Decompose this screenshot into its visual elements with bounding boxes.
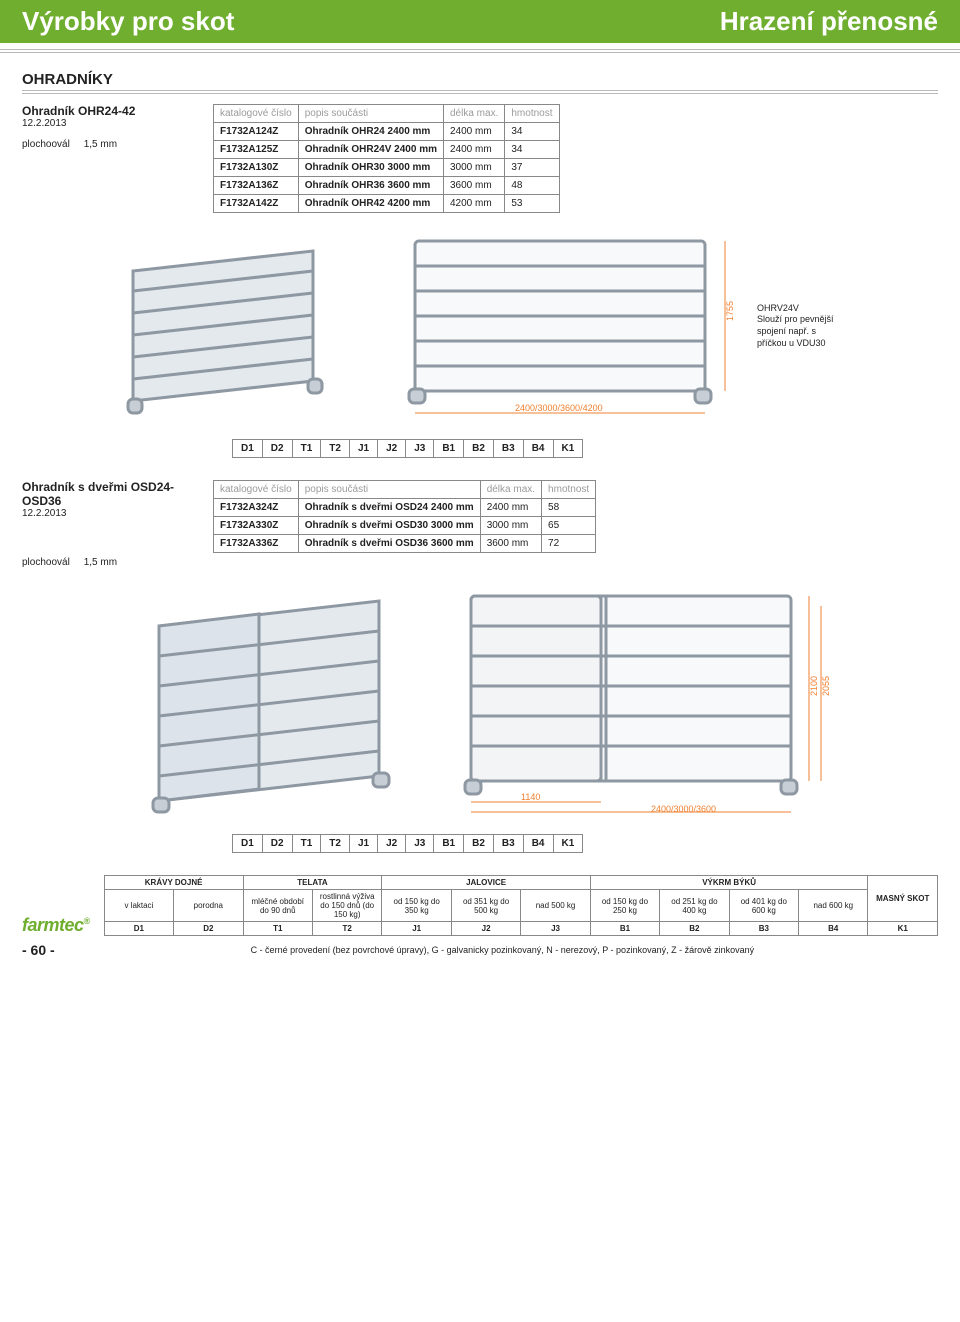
- code-cell: T1: [293, 439, 322, 458]
- table-row: F1732A124ZOhradník OHR24 2400 mm2400 mm3…: [214, 123, 560, 141]
- table-row: F1732A136ZOhradník OHR36 3600 mm3600 mm4…: [214, 177, 560, 195]
- table-row: F1732A324ZOhradník s dveřmi OSD24 2400 m…: [214, 499, 596, 517]
- table-row: F1732A336ZOhradník s dveřmi OSD36 3600 m…: [214, 535, 596, 553]
- spec-2: plochoovál 1,5 mm: [22, 557, 187, 568]
- prod-name-2: Ohradník s dveřmi OSD24-OSD36: [22, 480, 187, 508]
- dim-h-1: 1755: [725, 301, 735, 321]
- figure-row-1: 1755 2400/3000/3600/4200 OHRV24V Slouží …: [22, 231, 938, 421]
- figure-row-2: 2100 2055 1140 2400/3000/3600: [22, 586, 938, 816]
- code-cell: J3: [406, 439, 434, 458]
- code-cell: D2: [263, 439, 293, 458]
- code-cell: T1: [293, 834, 322, 853]
- spec-2-wrap: plochoovál 1,5 mm: [22, 557, 187, 568]
- dim-w-2: 2400/3000/3600: [651, 804, 716, 814]
- footer-codes-row: D1D2T1T2J1J2J3B1B2B3B4K1: [104, 922, 937, 936]
- code-cell: T2: [321, 834, 350, 853]
- footer-table: KRÁVY DOJNÉ TELATA JALOVICE VÝKRM BÝKŮ M…: [104, 875, 938, 936]
- logo: farmtec®: [22, 915, 90, 936]
- prod-name-1: Ohradník OHR24-42: [22, 104, 187, 118]
- code-cell: B3: [494, 439, 524, 458]
- header-right: Hrazení přenosné: [720, 6, 938, 37]
- table-row: F1732A130ZOhradník OHR30 3000 mm3000 mm3…: [214, 159, 560, 177]
- table-row: F1732A330ZOhradník s dveřmi OSD30 3000 m…: [214, 517, 596, 535]
- header-left: Výrobky pro skot: [22, 6, 234, 37]
- code-cell: B2: [464, 834, 494, 853]
- code-cell: B3: [494, 834, 524, 853]
- footer: farmtec® KRÁVY DOJNÉ TELATA JALOVICE VÝK…: [0, 875, 960, 958]
- code-cell: D2: [263, 834, 293, 853]
- code-cell: K1: [554, 834, 584, 853]
- code-cell: J1: [350, 439, 378, 458]
- footer-groups: KRÁVY DOJNÉ TELATA JALOVICE VÝKRM BÝKŮ M…: [104, 876, 937, 890]
- code-cell: B4: [524, 834, 554, 853]
- code-cell: B4: [524, 439, 554, 458]
- block-1: Ohradník OHR24-42 12.2.2013 plochoovál 1…: [22, 104, 938, 213]
- section-rules-1: [22, 90, 938, 94]
- table-row: F1732A125ZOhradník OHR24V 2400 mm2400 mm…: [214, 141, 560, 159]
- dim-h2-2: 2055: [821, 676, 831, 696]
- code-cell: J2: [378, 439, 406, 458]
- dim-door-2: 1140: [521, 792, 540, 802]
- dim-h1-2: 2100: [809, 676, 819, 696]
- footer-sub-row: v laktaciporodnamléčné období do 90 dnůr…: [104, 890, 937, 922]
- code-cell: B1: [434, 834, 464, 853]
- header-rules: [0, 49, 960, 53]
- spec-1: plochoovál 1,5 mm: [22, 139, 187, 150]
- code-cell: D1: [232, 834, 263, 853]
- panel-iso-1: [113, 241, 373, 421]
- code-cell: T2: [321, 439, 350, 458]
- left-col-1: Ohradník OHR24-42 12.2.2013 plochoovál 1…: [22, 104, 187, 150]
- header-bar: Výrobky pro skot Hrazení přenosné: [0, 0, 960, 43]
- codes-row-2: D1D2T1T2J1J2J3B1B2B3B4K1: [232, 834, 938, 853]
- table-head-1: katalogové číslo popis součásti délka ma…: [214, 105, 560, 123]
- codes-row-1: D1D2T1T2J1J2J3B1B2B3B4K1: [232, 439, 938, 458]
- table-head-2: katalogové číslo popis součásti délka ma…: [214, 481, 596, 499]
- table-row: F1732A142ZOhradník OHR42 4200 mm4200 mm5…: [214, 195, 560, 213]
- date-2: 12.2.2013: [22, 508, 187, 519]
- code-cell: J2: [378, 834, 406, 853]
- code-cell: J3: [406, 834, 434, 853]
- note-1: OHRV24V Slouží pro pevnější spojení např…: [757, 303, 847, 350]
- code-cell: D1: [232, 439, 263, 458]
- code-cell: B2: [464, 439, 494, 458]
- code-cell: J1: [350, 834, 378, 853]
- page-number: - 60 -: [22, 942, 55, 958]
- spec-table-2: katalogové číslo popis součásti délka ma…: [213, 480, 596, 553]
- dim-w-1: 2400/3000/3600/4200: [515, 403, 603, 413]
- block-2: Ohradník s dveřmi OSD24-OSD36 12.2.2013 …: [22, 480, 938, 553]
- section-title-ohradniky: OHRADNÍKY: [22, 71, 938, 88]
- date-1: 12.2.2013: [22, 118, 187, 129]
- panel-ortho-2: 2100 2055 1140 2400/3000/3600: [451, 586, 831, 816]
- panel-ortho-1: 1755 2400/3000/3600/4200: [395, 231, 735, 421]
- code-cell: K1: [554, 439, 584, 458]
- footer-legend: C - černé provedení (bez povrchové úprav…: [67, 945, 938, 955]
- panel-iso-2: [129, 586, 429, 816]
- left-col-2: Ohradník s dveřmi OSD24-OSD36 12.2.2013: [22, 480, 187, 529]
- footer-line: - 60 - C - černé provedení (bez povrchov…: [22, 942, 938, 958]
- code-cell: B1: [434, 439, 464, 458]
- spec-table-1: katalogové číslo popis součásti délka ma…: [213, 104, 560, 213]
